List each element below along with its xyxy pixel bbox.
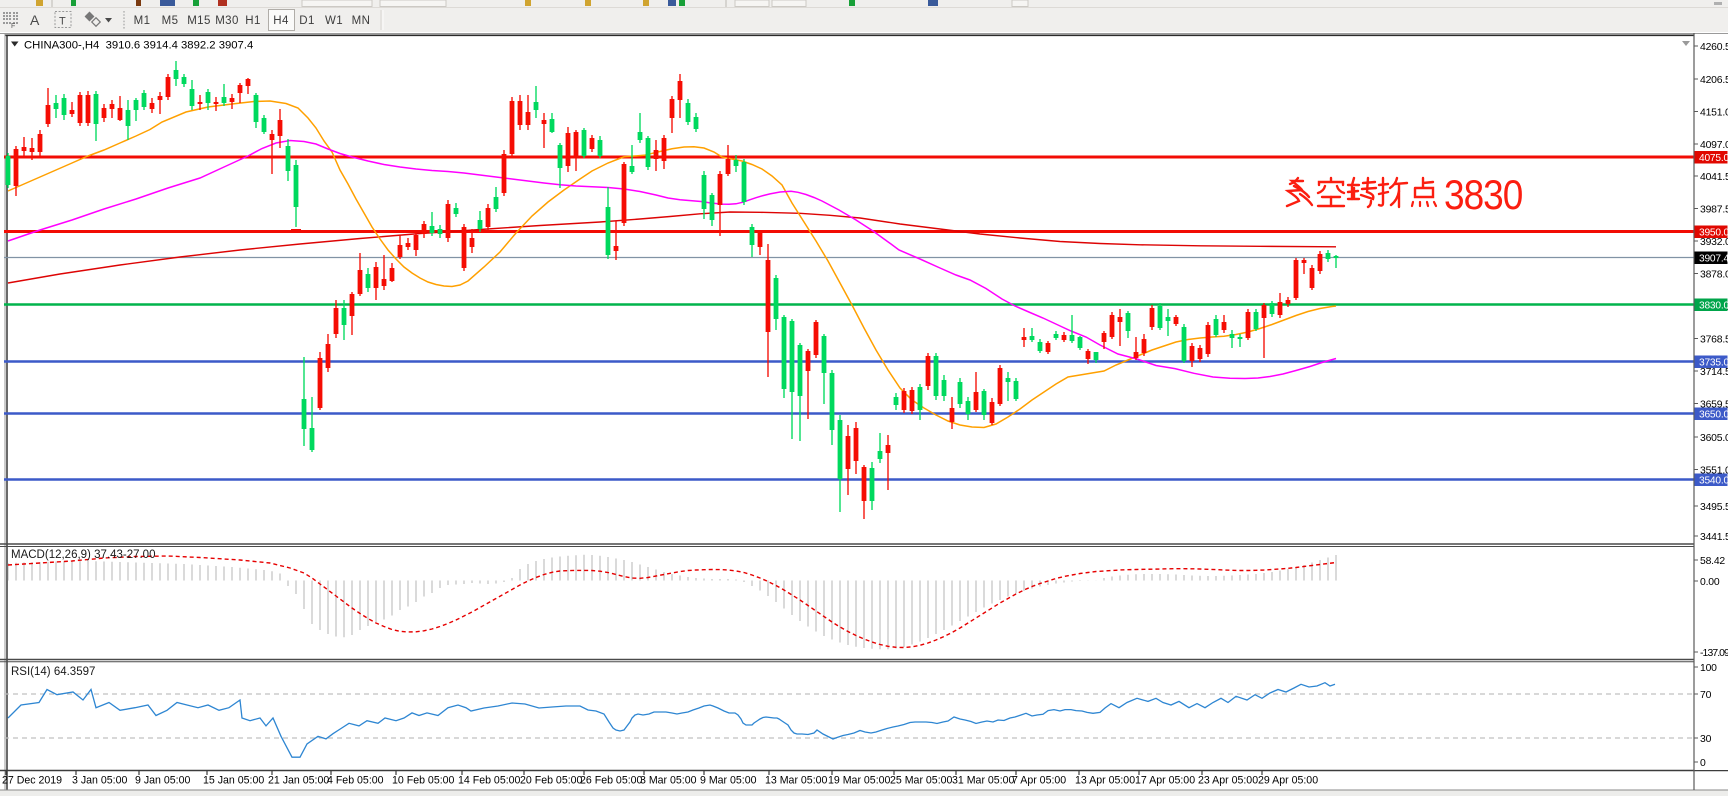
svg-text:M30: M30: [215, 15, 239, 27]
svg-text:3735.0: 3735.0: [1699, 358, 1728, 369]
svg-text:29 Apr 05:00: 29 Apr 05:00: [1258, 775, 1318, 787]
svg-text:26 Feb 05:00: 26 Feb 05:00: [580, 775, 643, 787]
svg-text:CHINA300-,H4 3910.6 3914.4 38: CHINA300-,H4 3910.6 3914.4 3892.2 3907.4: [24, 40, 253, 52]
svg-text:MACD(12,26,9) 37.43-27.00: MACD(12,26,9) 37.43-27.00: [11, 549, 155, 561]
svg-text:10 Feb 05:00: 10 Feb 05:00: [392, 775, 455, 787]
svg-text:4 Feb 05:00: 4 Feb 05:00: [327, 775, 384, 787]
svg-text:3830: 3830: [1444, 172, 1522, 218]
svg-text:RSI(14) 64.3597: RSI(14) 64.3597: [11, 666, 95, 678]
svg-text:3950.0: 3950.0: [1699, 228, 1728, 239]
svg-text:3907.4: 3907.4: [1699, 254, 1728, 265]
svg-text:3650.0: 3650.0: [1699, 410, 1728, 421]
svg-text:3714.5: 3714.5: [1700, 367, 1728, 378]
svg-text:3878.0: 3878.0: [1700, 269, 1728, 280]
svg-text:20 Feb 05:00: 20 Feb 05:00: [520, 775, 583, 787]
svg-text:9 Mar 05:00: 9 Mar 05:00: [700, 775, 757, 787]
svg-text:4151.0: 4151.0: [1700, 107, 1728, 118]
svg-text:0: 0: [1700, 758, 1706, 769]
svg-text:3495.5: 3495.5: [1700, 502, 1728, 513]
svg-text:3441.5: 3441.5: [1700, 532, 1728, 543]
svg-text:14 Feb 05:00: 14 Feb 05:00: [458, 775, 521, 787]
svg-text:3551.0: 3551.0: [1700, 465, 1728, 476]
svg-text:4097.0: 4097.0: [1700, 140, 1728, 151]
svg-text:3830.0: 3830.0: [1699, 301, 1728, 312]
svg-text:13 Mar 05:00: 13 Mar 05:00: [765, 775, 828, 787]
svg-text:17 Apr 05:00: 17 Apr 05:00: [1135, 775, 1195, 787]
svg-text:A: A: [30, 12, 40, 28]
svg-text:H1: H1: [245, 15, 261, 27]
svg-text:M1: M1: [134, 15, 151, 27]
svg-text:3 Mar 05:00: 3 Mar 05:00: [640, 775, 697, 787]
svg-text:9 Jan 05:00: 9 Jan 05:00: [135, 775, 190, 787]
svg-text:3768.5: 3768.5: [1700, 334, 1728, 345]
svg-text:4206.5: 4206.5: [1700, 75, 1728, 86]
svg-text:4260.5: 4260.5: [1700, 42, 1728, 53]
svg-text:T: T: [59, 16, 66, 28]
svg-text:21 Jan 05:00: 21 Jan 05:00: [268, 775, 329, 787]
svg-text:3605.0: 3605.0: [1700, 433, 1728, 444]
svg-text:M5: M5: [162, 15, 179, 27]
svg-text:4041.5: 4041.5: [1700, 172, 1728, 183]
svg-text:15 Jan 05:00: 15 Jan 05:00: [203, 775, 264, 787]
svg-text:3932.0: 3932.0: [1700, 237, 1728, 248]
svg-text:7 Apr 05:00: 7 Apr 05:00: [1012, 775, 1066, 787]
svg-text:70: 70: [1700, 690, 1712, 701]
svg-text:MN: MN: [352, 15, 371, 27]
svg-text:3 Jan 05:00: 3 Jan 05:00: [72, 775, 127, 787]
svg-text:27 Dec 2019: 27 Dec 2019: [2, 775, 62, 787]
svg-text:F: F: [11, 23, 15, 30]
svg-text:H4: H4: [273, 15, 289, 27]
svg-text:31 Mar 05:00: 31 Mar 05:00: [952, 775, 1015, 787]
svg-text:23 Apr 05:00: 23 Apr 05:00: [1198, 775, 1258, 787]
svg-text:D1: D1: [299, 15, 315, 27]
svg-text:M15: M15: [187, 15, 211, 27]
svg-text:0.00: 0.00: [1700, 577, 1720, 588]
svg-text:25 Mar 05:00: 25 Mar 05:00: [890, 775, 953, 787]
svg-text:4075.0: 4075.0: [1699, 153, 1728, 164]
svg-text:100: 100: [1700, 663, 1717, 674]
svg-text:W1: W1: [325, 15, 343, 27]
svg-text:30: 30: [1700, 734, 1712, 745]
svg-text:3659.5: 3659.5: [1700, 399, 1728, 410]
svg-text:3540.0: 3540.0: [1699, 476, 1728, 487]
svg-text:3987.5: 3987.5: [1700, 204, 1728, 215]
svg-text:-137.09: -137.09: [1700, 648, 1728, 659]
svg-text:19 Mar 05:00: 19 Mar 05:00: [828, 775, 891, 787]
svg-text:58.42: 58.42: [1700, 556, 1725, 567]
svg-text:13 Apr 05:00: 13 Apr 05:00: [1075, 775, 1135, 787]
